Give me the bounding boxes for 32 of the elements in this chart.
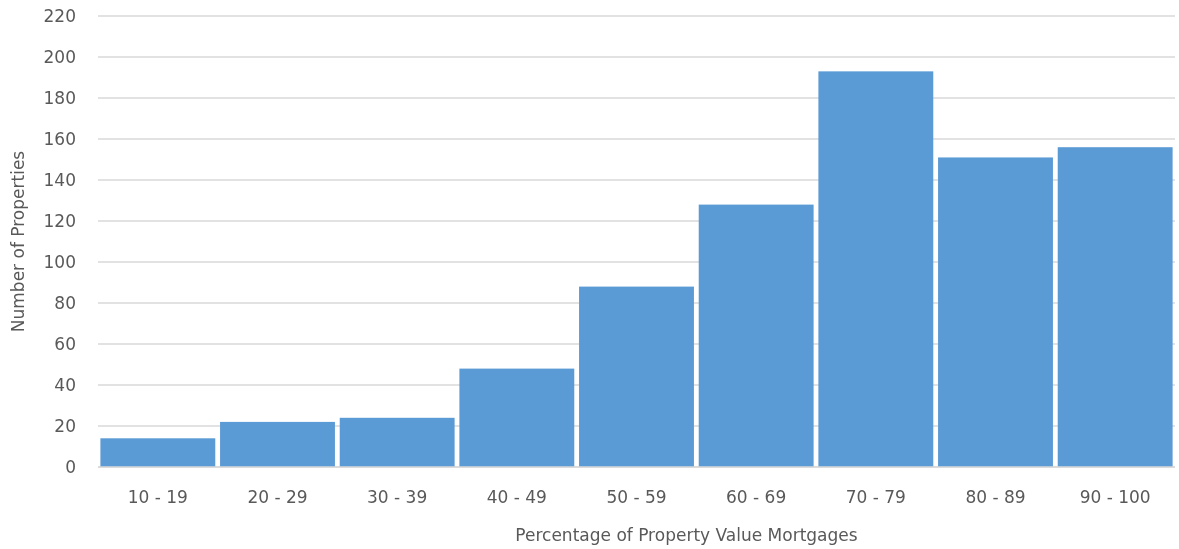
bar: [220, 421, 335, 467]
x-axis-title: Percentage of Property Value Mortgages: [515, 525, 858, 545]
bar: [938, 157, 1053, 467]
y-tick-label: 140: [43, 170, 76, 190]
x-tick-label: 20 - 29: [247, 487, 308, 507]
x-tick-label: 80 - 89: [965, 487, 1026, 507]
y-tick-label: 160: [43, 129, 76, 149]
y-tick-label: 100: [43, 252, 76, 272]
y-tick-label: 60: [54, 334, 76, 354]
x-tick-label: 90 - 100: [1079, 487, 1151, 507]
bar: [818, 71, 934, 467]
x-tick-label: 30 - 39: [367, 487, 428, 507]
y-tick-label: 0: [65, 457, 76, 477]
bar: [698, 204, 814, 467]
x-tick-label: 60 - 69: [726, 487, 787, 507]
bar: [100, 438, 216, 467]
x-tick-label: 10 - 19: [127, 487, 188, 507]
y-tick-label: 20: [54, 416, 76, 436]
y-axis-title: Number of Properties: [8, 150, 28, 333]
y-tick-label: 220: [43, 6, 76, 26]
bar: [1057, 147, 1173, 467]
bar: [579, 286, 694, 467]
y-tick-label: 80: [54, 293, 76, 313]
y-tick-label: 180: [43, 88, 76, 108]
y-tick-label: 200: [43, 47, 76, 67]
x-tick-label: 70 - 79: [845, 487, 906, 507]
x-tick-label: 40 - 49: [486, 487, 547, 507]
x-tick-label: 50 - 59: [606, 487, 667, 507]
y-tick-label: 40: [54, 375, 76, 395]
y-tick-label: 120: [43, 211, 76, 231]
bar: [459, 368, 575, 467]
bar: [339, 417, 455, 467]
